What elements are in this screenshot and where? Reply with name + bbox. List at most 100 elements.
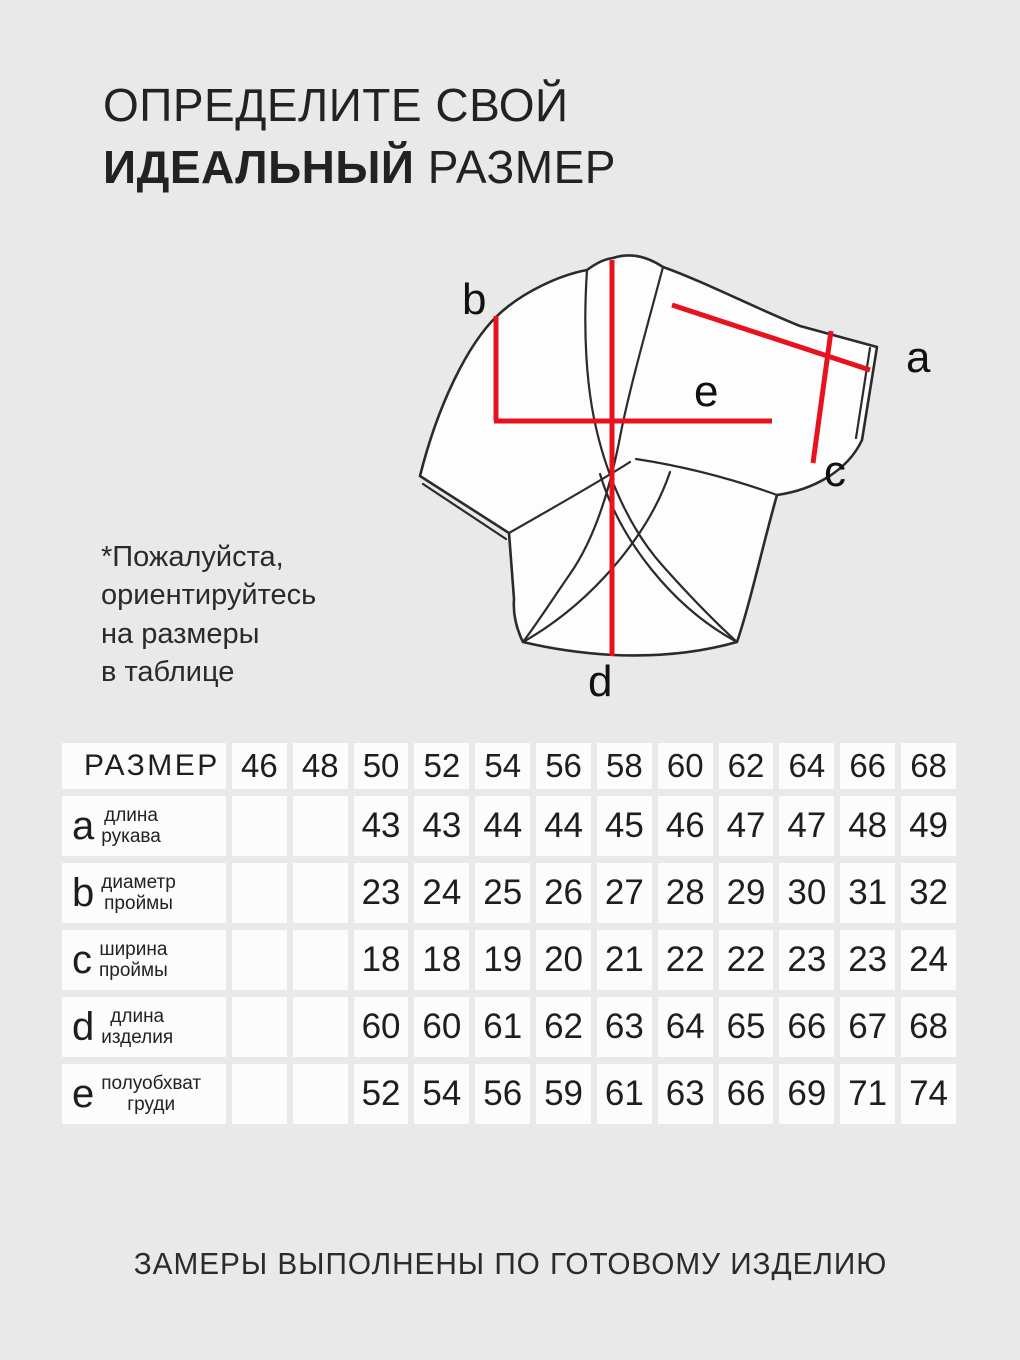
- measure-label-a: a: [906, 333, 931, 382]
- size-table-header-row: РАЗМЕР 46 48 50 52 54 56 58 60 62 64 66 68: [62, 743, 956, 789]
- size-value-cell: 68: [901, 997, 956, 1057]
- size-value-cell: 24: [414, 863, 470, 923]
- size-header-cell: 50: [353, 743, 409, 789]
- footer-note: ЗАМЕРЫ ВЫПОЛНЕНЫ ПО ГОТОВОМУ ИЗДЕЛИЮ: [0, 1246, 1020, 1282]
- note-line: в таблице: [101, 655, 235, 688]
- size-header-cell: 64: [779, 743, 835, 789]
- size-value-cell: 44: [475, 796, 531, 856]
- measure-name-line1: диаметр: [101, 871, 176, 893]
- size-header-cell: 66: [840, 743, 896, 789]
- page-title-line2-rest: РАЗМЕР: [427, 141, 616, 194]
- size-value-cell: 60: [353, 997, 409, 1057]
- size-value-cell: 43: [353, 796, 409, 856]
- size-value-cell: 63: [657, 1064, 713, 1124]
- measure-row-label: e полуобхват груди: [62, 1064, 226, 1124]
- size-value-cell: [232, 997, 287, 1057]
- measure-name-line2: проймы: [104, 893, 173, 914]
- size-value-cell: 23: [840, 930, 896, 990]
- size-value-cell: 25: [475, 863, 531, 923]
- size-value-cell: 29: [718, 863, 774, 923]
- size-value-cell: 46: [657, 796, 713, 856]
- measure-line-a: [671, 302, 871, 373]
- measure-row-d: d длина изделия 60 60 61 62 63 64 65 66 67 68: [62, 997, 956, 1057]
- size-value-cell: 63: [596, 997, 652, 1057]
- size-value-cell: 22: [718, 930, 774, 990]
- measure-row-label: c ширина проймы: [62, 930, 226, 990]
- garment-drawing: [418, 254, 879, 657]
- measure-name-line2: проймы: [99, 960, 168, 981]
- measure-row-label: a длина рукава: [62, 796, 226, 856]
- size-value-cell: 54: [414, 1064, 470, 1124]
- size-value-cell: 49: [901, 796, 956, 856]
- size-table: РАЗМЕР 46 48 50 52 54 56 58 60 62 64 66 68 a длина рука…: [56, 736, 962, 1131]
- size-value-cell: 67: [840, 997, 896, 1057]
- measure-name-line1: длина: [104, 804, 158, 826]
- size-value-cell: 56: [475, 1064, 531, 1124]
- measure-name-line2: изделия: [101, 1027, 174, 1048]
- measure-label-c: c: [824, 447, 846, 496]
- size-value-cell: 48: [840, 796, 896, 856]
- garment-silhouette: [418, 254, 879, 657]
- size-value-cell: 24: [901, 930, 956, 990]
- size-value-cell: [292, 863, 348, 923]
- size-value-cell: 26: [536, 863, 591, 923]
- size-value-cell: [292, 1064, 348, 1124]
- size-value-cell: 66: [718, 1064, 774, 1124]
- size-value-cell: 44: [536, 796, 591, 856]
- size-value-cell: [292, 930, 348, 990]
- measure-name-line1: полуобхват: [101, 1072, 202, 1094]
- size-value-cell: 45: [596, 796, 652, 856]
- measure-label-e: e: [694, 367, 719, 416]
- measure-letter: d: [72, 1005, 95, 1049]
- size-header-cell: 46: [232, 743, 287, 789]
- measure-name-line2: рукава: [101, 826, 161, 847]
- size-value-cell: [232, 1064, 287, 1124]
- size-value-cell: 19: [475, 930, 531, 990]
- size-table-wrap: РАЗМЕР 46 48 50 52 54 56 58 60 62 64 66 68 a длина рука…: [56, 736, 962, 1131]
- size-value-cell: 69: [779, 1064, 835, 1124]
- size-value-cell: 64: [657, 997, 713, 1057]
- size-value-cell: [292, 997, 348, 1057]
- size-value-cell: 60: [414, 997, 470, 1057]
- size-value-cell: 21: [596, 930, 652, 990]
- note-line: на размеры: [101, 617, 260, 650]
- size-value-cell: 65: [718, 997, 774, 1057]
- size-header-cell: 56: [536, 743, 591, 789]
- size-header-cell: 60: [657, 743, 713, 789]
- measure-row-e: e полуобхват груди 52 54 56 59 61 63 66 69 71 74: [62, 1064, 956, 1124]
- page-title-emphasis: ИДЕАЛЬНЫЙ: [103, 141, 415, 194]
- size-header-cell: 48: [292, 743, 348, 789]
- page-title-line1: ОПРЕДЕЛИТЕ СВОЙ: [103, 79, 569, 131]
- note-line: ориентируйтесь: [101, 579, 317, 612]
- size-header-cell: 54: [475, 743, 531, 789]
- size-value-cell: [232, 863, 287, 923]
- size-value-cell: 47: [718, 796, 774, 856]
- size-value-cell: 31: [840, 863, 896, 923]
- size-header-cell: 68: [901, 743, 956, 789]
- measure-row-label: d длина изделия: [62, 997, 226, 1057]
- size-header-cell: 62: [718, 743, 774, 789]
- measure-letter: b: [72, 871, 95, 915]
- size-value-cell: 61: [596, 1064, 652, 1124]
- size-value-cell: 61: [475, 997, 531, 1057]
- size-value-cell: [292, 796, 348, 856]
- garment-diagram: b a e c d: [400, 232, 960, 708]
- measure-name-line2: груди: [127, 1094, 176, 1115]
- page-title: ОПРЕДЕЛИТЕ СВОЙ ИДЕАЛЬНЫЙ РАЗМЕР: [103, 74, 616, 198]
- size-value-cell: 52: [353, 1064, 409, 1124]
- size-value-cell: 27: [596, 863, 652, 923]
- size-value-cell: [232, 796, 287, 856]
- size-header-cell: 52: [414, 743, 470, 789]
- size-header-title: РАЗМЕР: [62, 743, 226, 789]
- note-line: *Пожалуйста,: [101, 541, 284, 573]
- measure-letter: a: [72, 804, 95, 848]
- size-value-cell: 30: [779, 863, 835, 923]
- page-title-line2: ИДЕАЛЬНЫЙ РАЗМЕР: [103, 136, 616, 198]
- size-header-cell: 58: [596, 743, 652, 789]
- size-value-cell: 32: [901, 863, 956, 923]
- measure-row-b: b диаметр проймы 23 24 25 26 27 28 29 30 31 32: [62, 863, 956, 923]
- size-value-cell: 62: [536, 997, 591, 1057]
- size-value-cell: 59: [536, 1064, 591, 1124]
- size-value-cell: 20: [536, 930, 591, 990]
